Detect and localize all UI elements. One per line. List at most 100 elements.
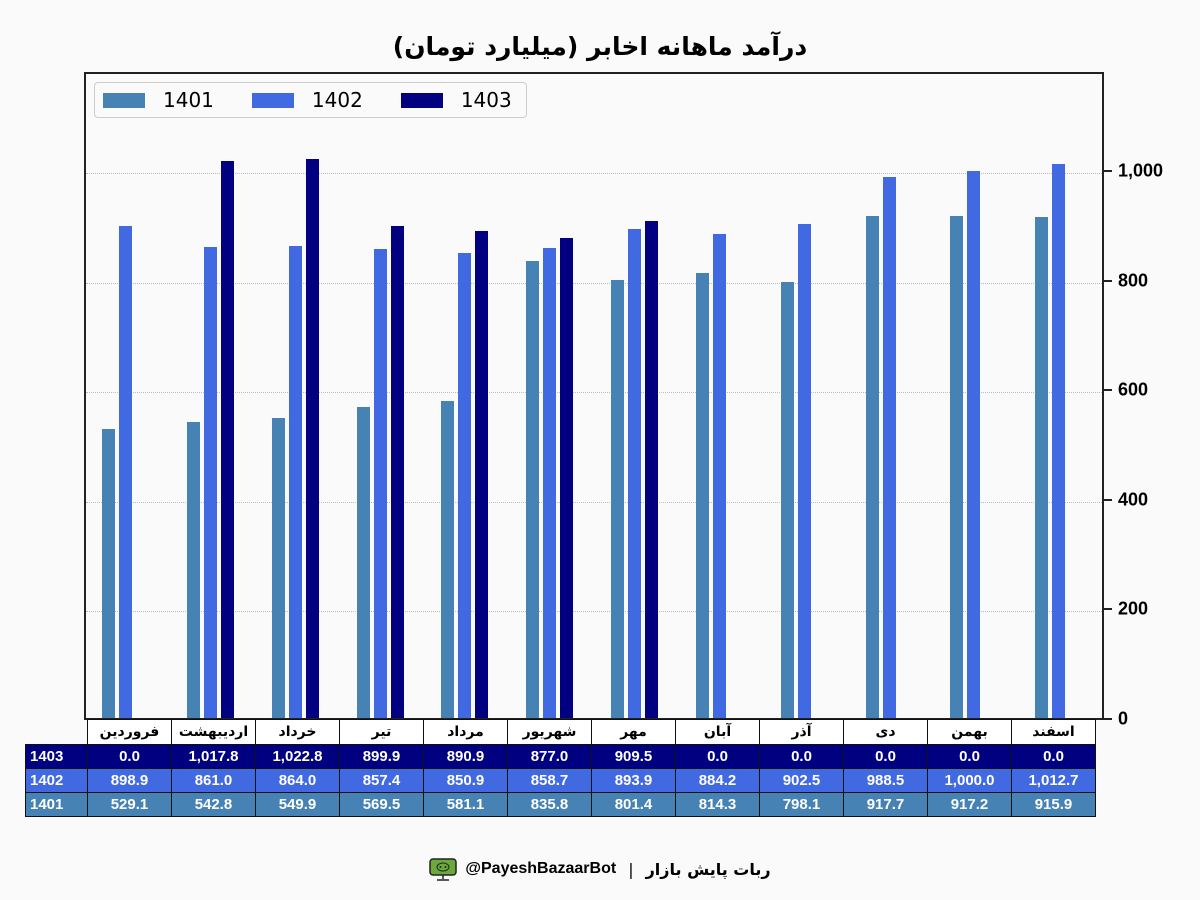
legend-label: 1401 — [163, 88, 214, 112]
column-header: آذر — [759, 719, 844, 745]
bar-1401 — [780, 281, 794, 719]
table-cell: 801.4 — [591, 792, 676, 817]
bar-1401 — [526, 260, 540, 719]
table-cell: 1,000.0 — [927, 768, 1012, 793]
y-tick — [1104, 498, 1112, 501]
table-cell: 861.0 — [171, 768, 256, 793]
table-cell: 0.0 — [927, 744, 1012, 769]
gridline — [86, 611, 1102, 613]
bar-1401 — [611, 279, 624, 719]
table-cell: 884.2 — [675, 768, 760, 793]
legend-item-1403: 1403 — [400, 88, 512, 112]
legend-swatch — [251, 92, 294, 108]
bar-1402 — [203, 247, 217, 719]
y-tick — [1104, 389, 1112, 392]
column-header: اردیبهشت — [171, 719, 256, 745]
column-header: دی — [843, 719, 928, 745]
y-tick-label: 200 — [1118, 598, 1149, 619]
row-header: 1402 — [25, 768, 88, 793]
table-cell: 0.0 — [1011, 744, 1096, 769]
monitor-bot-icon — [429, 858, 458, 881]
table-cell: 909.5 — [591, 744, 676, 769]
bar-1403 — [645, 220, 658, 719]
bar-1402 — [1052, 164, 1066, 719]
table-corner — [25, 719, 88, 745]
bar-1402 — [288, 245, 302, 719]
table-cell: 898.9 — [87, 768, 172, 793]
bar-1402 — [119, 226, 132, 719]
legend-item-1402: 1402 — [251, 88, 363, 112]
bar-1401 — [271, 417, 285, 719]
bar-1402 — [967, 171, 981, 719]
column-header: مهر — [591, 719, 676, 745]
table-cell: 864.0 — [255, 768, 340, 793]
table-cell: 0.0 — [87, 744, 172, 769]
bar-1401 — [950, 216, 964, 719]
table-cell: 549.9 — [255, 792, 340, 817]
table-cell: 988.5 — [843, 768, 928, 793]
table-cell: 850.9 — [423, 768, 508, 793]
table-cell: 899.9 — [339, 744, 424, 769]
legend: 1401 1402 1403 — [94, 82, 527, 118]
y-tick-label: 0 — [1118, 708, 1129, 729]
table-cell: 569.5 — [339, 792, 424, 817]
legend-swatch — [103, 92, 145, 108]
separator: | — [628, 859, 634, 879]
bot-name: ربات پایش بازار — [645, 859, 771, 879]
table-cell: 1,012.7 — [1011, 768, 1096, 793]
bar-1403 — [560, 238, 574, 719]
table-cell: 1,022.8 — [255, 744, 340, 769]
bar-1401 — [1035, 217, 1049, 719]
table-cell: 877.0 — [507, 744, 592, 769]
table-cell: 858.7 — [507, 768, 592, 793]
table-cell: 902.5 — [759, 768, 844, 793]
column-header: خرداد — [255, 719, 340, 745]
table-row: 1403 0.0 1,017.8 1,022.8 899.9 890.9 877.0 909.… — [25, 744, 1096, 769]
legend-label: 1403 — [460, 88, 512, 112]
table-cell: 835.8 — [507, 792, 592, 817]
bar-1402 — [543, 248, 557, 719]
bar-1402 — [628, 229, 641, 719]
column-header: تیر — [339, 719, 424, 745]
table-cell: 814.3 — [675, 792, 760, 817]
bar-1401 — [102, 429, 115, 719]
bar-1401 — [186, 421, 200, 719]
bar-1402 — [882, 177, 896, 719]
legend-swatch — [400, 92, 443, 108]
column-header: آبان — [675, 719, 760, 745]
y-tick-label: 1,000 — [1118, 160, 1164, 181]
footer: @PayeshBazaarBot | ربات پایش بازار — [0, 858, 1200, 881]
table-cell: 857.4 — [339, 768, 424, 793]
legend-label: 1402 — [311, 88, 363, 112]
y-tick-label: 400 — [1118, 489, 1149, 510]
column-header: فروردین — [87, 719, 172, 745]
table-cell: 0.0 — [843, 744, 928, 769]
gridline — [86, 282, 1102, 284]
column-header: مرداد — [423, 719, 508, 745]
table-cell: 581.1 — [423, 792, 508, 817]
gridline — [86, 392, 1102, 394]
bar-1402 — [373, 249, 387, 719]
column-header: اسفند — [1011, 719, 1096, 745]
chart-title: درآمد ماهانه اخابر (میلیارد تومان) — [392, 32, 808, 61]
y-tick — [1104, 718, 1112, 720]
table-cell: 917.7 — [843, 792, 928, 817]
gridline — [86, 501, 1102, 503]
table-cell: 798.1 — [759, 792, 844, 817]
bar-1401 — [356, 406, 370, 719]
table-row: 1402 898.9 861.0 864.0 857.4 850.9 858.7 893.9 8… — [25, 768, 1096, 793]
plot-area — [84, 72, 1104, 719]
table-cell: 529.1 — [87, 792, 172, 817]
column-header: بهمن — [927, 719, 1012, 745]
table-row: 1401 529.1 542.8 549.9 569.5 581.1 835.8 801.4 8… — [25, 792, 1096, 817]
row-header: 1401 — [25, 792, 88, 817]
table-cell: 915.9 — [1011, 792, 1096, 817]
legend-item-1401: 1401 — [103, 88, 214, 112]
bar-1403 — [390, 225, 404, 719]
bar-1402 — [458, 252, 472, 719]
bar-1403 — [305, 158, 319, 719]
data-table: فروردین اردیبهشت خرداد تیر مرداد شهریور مهر آبا… — [25, 719, 1096, 817]
table-cell: 542.8 — [171, 792, 256, 817]
y-tick-label: 600 — [1118, 379, 1149, 400]
bar-1403 — [220, 161, 234, 719]
